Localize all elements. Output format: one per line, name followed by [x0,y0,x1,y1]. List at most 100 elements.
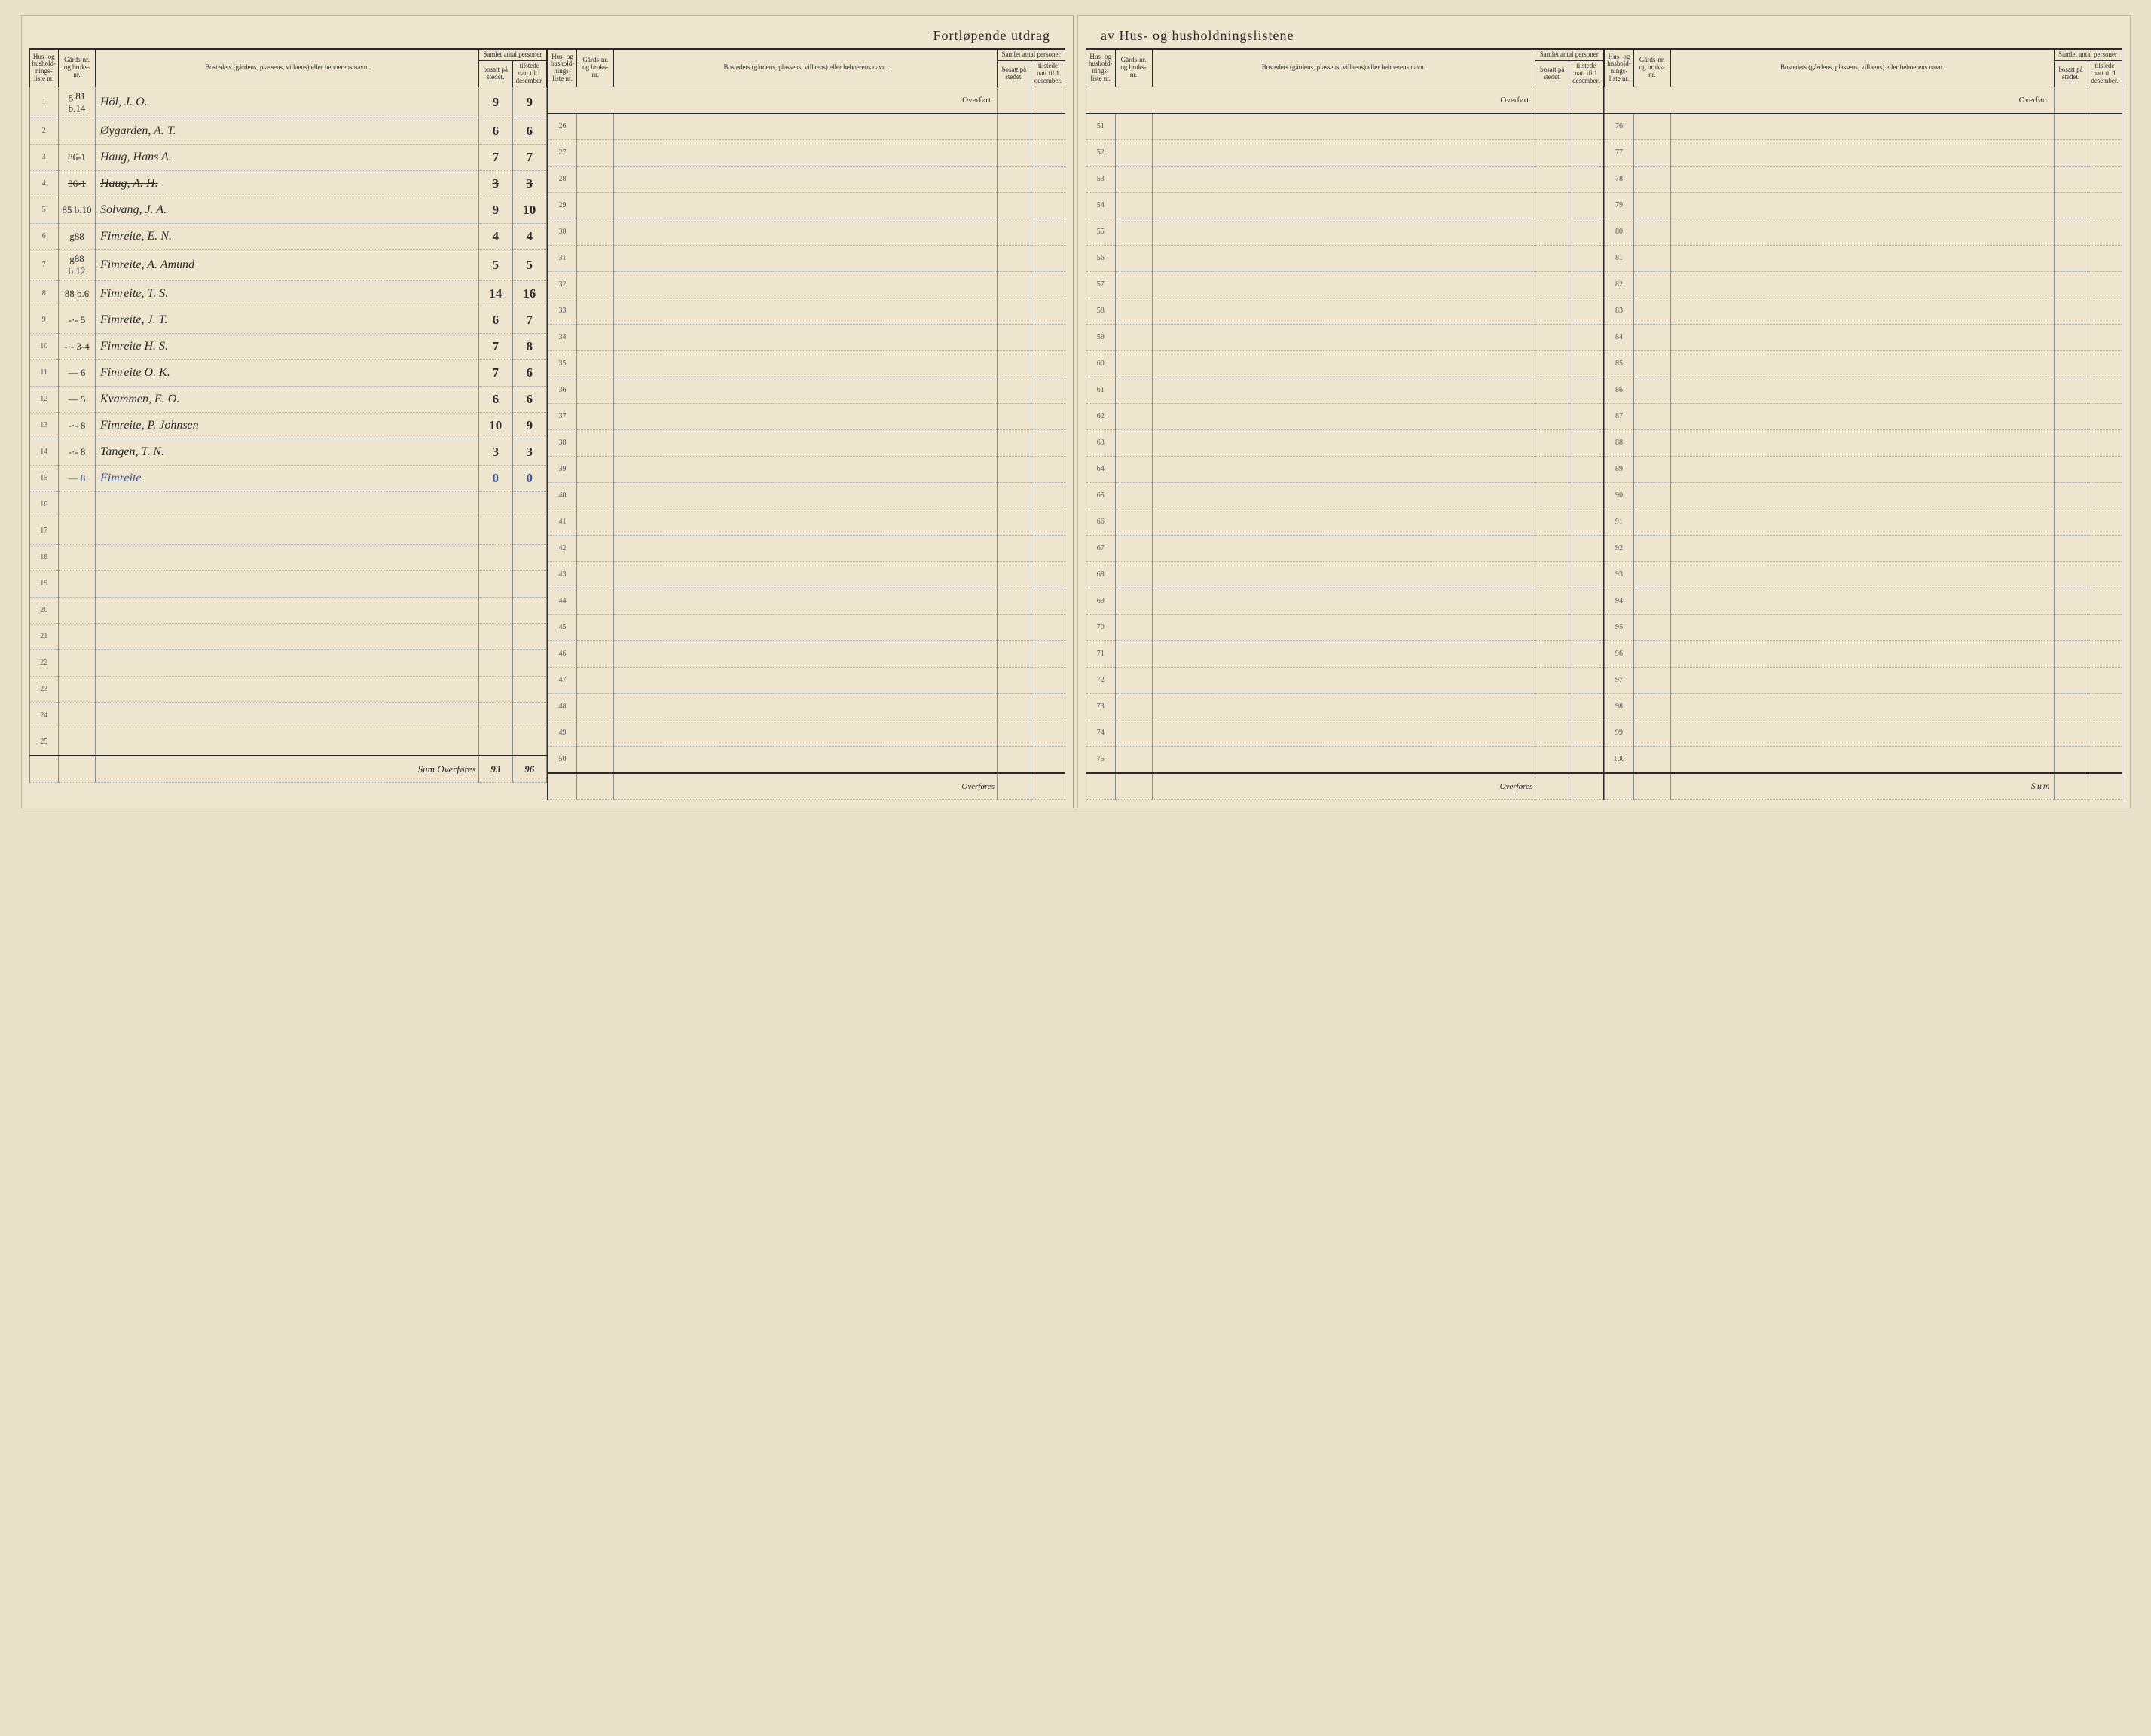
table-row: 75 [1086,746,1603,773]
resident-name [96,491,479,518]
resident-name [614,403,998,429]
bosatt-count [1535,429,1569,456]
column-2: Hus- og hushold-nings-liste nr. Gårds-nr… [548,49,1065,800]
bosatt-count [1535,667,1569,693]
row-number: 13 [29,412,59,439]
table-row: 29 [548,192,1065,219]
table-row: 23 [29,676,546,702]
bosatt-count [1535,219,1569,245]
row-number: 66 [1086,509,1116,535]
table-row: 11— 6Fimreite O. K.76 [29,359,546,386]
hdr-gard: Gårds-nr. og bruks-nr. [59,50,96,87]
gard-nr [577,561,614,588]
bosatt-count [2054,166,2088,192]
gard-nr [1115,429,1152,456]
row-number: 36 [548,377,577,403]
gard-nr [1633,429,1670,456]
table-row: 52 [1086,139,1603,166]
bosatt-count [998,588,1031,614]
tilstede-count [2088,403,2122,429]
gard-nr [577,139,614,166]
bosatt-count [2054,377,2088,403]
gard-nr [1115,509,1152,535]
tilstede-count: 8 [512,333,546,359]
bosatt-count [998,245,1031,271]
resident-name [614,113,998,139]
row-number: 78 [1605,166,1634,192]
resident-name [1670,377,2054,403]
title-left: Fortløpende utdrag [29,23,1066,49]
row-number: 25 [29,729,59,756]
table-row: 38 [548,429,1065,456]
resident-name [1152,245,1535,271]
resident-name [1152,640,1535,667]
resident-name [614,535,998,561]
row-number: 72 [1086,667,1116,693]
table-row: 78 [1605,166,2122,192]
tilstede-count [2088,429,2122,456]
table-row: 18 [29,544,546,570]
row-number: 93 [1605,561,1634,588]
row-number: 48 [548,693,577,720]
row-number: 19 [29,570,59,597]
tilstede-count [2088,192,2122,219]
table-row: 87 [1605,403,2122,429]
table-row: 35 [548,350,1065,377]
row-number: 33 [548,298,577,324]
gard-nr [1633,693,1670,720]
table-row: 51 [1086,113,1603,139]
table-row: 9-·- 5Fimreite, J. T.67 [29,307,546,333]
row-number: 18 [29,544,59,570]
row-number: 7 [29,249,59,280]
table-row: 70 [1086,614,1603,640]
row-number: 29 [548,192,577,219]
bosatt-count [478,623,512,649]
bosatt-count [2054,482,2088,509]
tilstede-count [1569,509,1603,535]
tilstede-count [2088,693,2122,720]
bosatt-count [998,377,1031,403]
row-number: 70 [1086,614,1116,640]
resident-name [96,623,479,649]
tilstede-count: 9 [512,412,546,439]
table-row: 14-·- 8Tangen, T. N.33 [29,439,546,465]
table-row: 32 [548,271,1065,298]
row-number: 96 [1605,640,1634,667]
bosatt-count [2054,298,2088,324]
row-number: 50 [548,746,577,773]
tilstede-count [1569,429,1603,456]
gard-nr [577,271,614,298]
gard-nr [1115,298,1152,324]
gard-nr [1633,746,1670,773]
tilstede-count [1031,614,1065,640]
row-number: 63 [1086,429,1116,456]
resident-name [614,614,998,640]
tilstede-count: 6 [512,359,546,386]
row-number: 91 [1605,509,1634,535]
table-row: 91 [1605,509,2122,535]
tilstede-count [1031,324,1065,350]
gard-nr [1633,298,1670,324]
hdr-tilstede: tilstede natt til 1 desember. [1569,60,1603,87]
bosatt-count [2054,509,2088,535]
gard-nr: -·- 3-4 [59,333,96,359]
table-row: 96 [1605,640,2122,667]
bosatt-count [998,535,1031,561]
resident-name [614,509,998,535]
row-number: 28 [548,166,577,192]
resident-name [614,219,998,245]
row-number: 47 [548,667,577,693]
bosatt-count: 9 [478,197,512,223]
row-number: 56 [1086,245,1116,271]
bosatt-count [2054,429,2088,456]
tilstede-count [1031,166,1065,192]
bosatt-count: 14 [478,280,512,307]
row-number: 1 [29,87,59,118]
resident-name [1670,429,2054,456]
gard-nr [1115,535,1152,561]
tilstede-count [512,544,546,570]
gard-nr: g88 [59,223,96,249]
resident-name [1670,403,2054,429]
gard-nr [1633,245,1670,271]
row-number: 6 [29,223,59,249]
